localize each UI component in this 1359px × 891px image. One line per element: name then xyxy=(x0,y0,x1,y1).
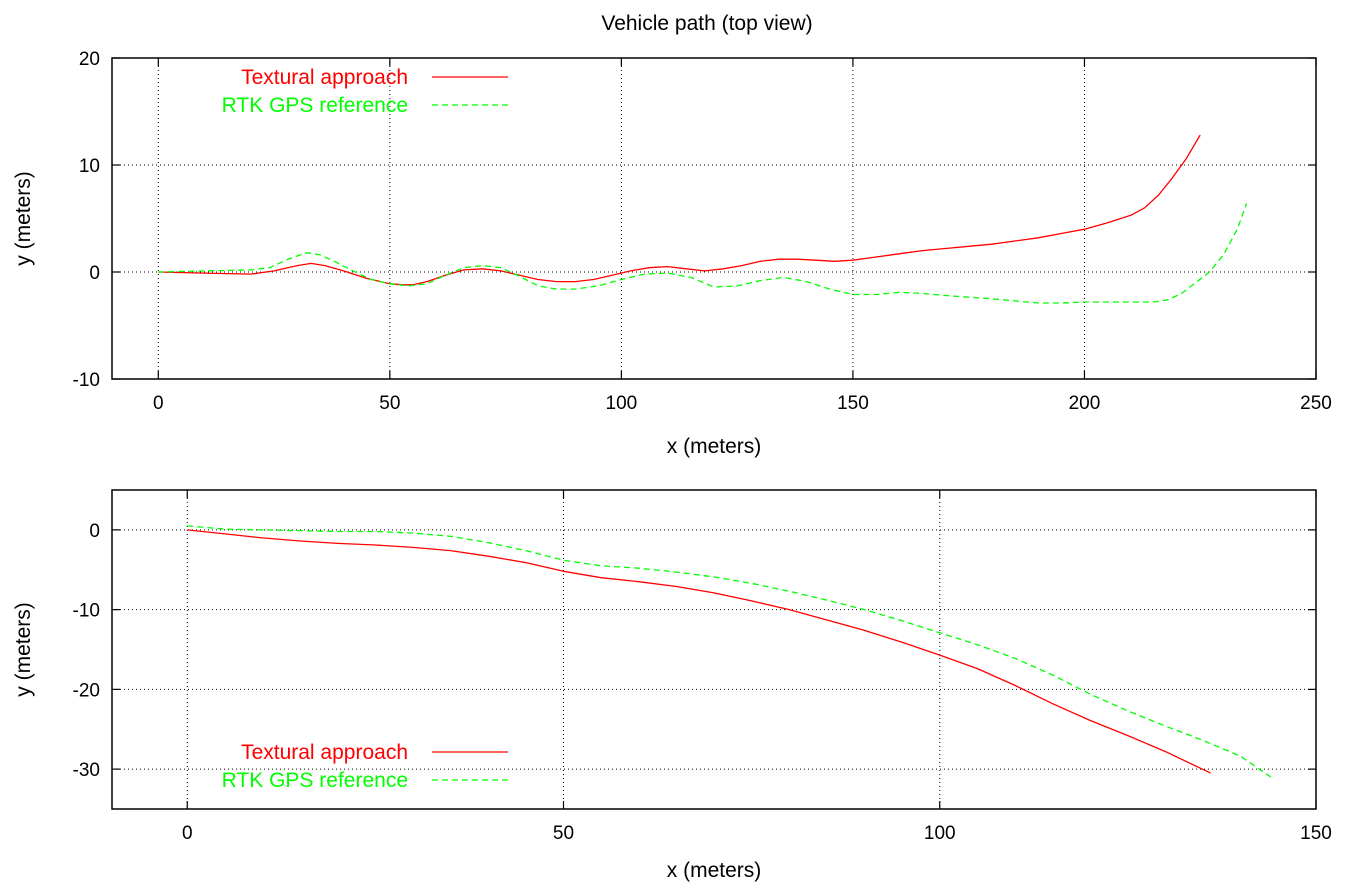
top-y-axis-title: y (meters) xyxy=(12,171,35,266)
bottom-xtick-label: 150 xyxy=(1300,823,1332,844)
top-ytick-label: 20 xyxy=(79,49,100,70)
top-xtick-label: 250 xyxy=(1300,393,1332,414)
bottom-xtick-label: 100 xyxy=(924,823,956,844)
bottom-ytick-label: -30 xyxy=(73,760,100,781)
top-ytick-label: 10 xyxy=(79,156,100,177)
bottom-xtick-label: 0 xyxy=(182,823,193,844)
top-ytick-label: -10 xyxy=(73,370,100,391)
top-xtick-label: 0 xyxy=(153,393,164,414)
bottom-ytick-label: -10 xyxy=(73,601,100,622)
top-xtick-label: 200 xyxy=(1069,393,1101,414)
top-xtick-label: 50 xyxy=(379,393,400,414)
bottom-series-line-rtk-gps-reference xyxy=(187,525,1272,778)
bottom-chart: 0 50 100 150 -30 -20 -10 0 x (meters) y (meters) T… xyxy=(12,489,1332,882)
bottom-x-axis-title: x (meters) xyxy=(667,859,762,882)
figure-title: Vehicle path (top view) xyxy=(601,12,812,35)
top-legend-label: RTK GPS reference xyxy=(222,94,408,117)
top-series-line-textural-approach xyxy=(158,134,1201,286)
bottom-legend-label: Textural approach xyxy=(241,741,408,764)
bottom-series-line-textural-approach xyxy=(187,529,1211,774)
bottom-xtick-label: 50 xyxy=(553,823,574,844)
top-x-axis-title: x (meters) xyxy=(667,435,762,458)
top-xtick-label: 150 xyxy=(837,393,869,414)
top-legend-label: Textural approach xyxy=(241,66,408,89)
top-xtick-label: 100 xyxy=(606,393,638,414)
top-chart: 0 50 100 150 200 250 -10 0 10 20 x (meters) y (mete… xyxy=(12,49,1332,458)
bottom-ytick-label: -20 xyxy=(73,680,100,701)
top-plot-frame xyxy=(111,57,1317,380)
bottom-ytick-label: 0 xyxy=(89,521,100,542)
bottom-legend-label: RTK GPS reference xyxy=(222,769,408,792)
bottom-y-axis-title: y (meters) xyxy=(12,602,35,697)
bottom-plot-frame xyxy=(111,489,1317,810)
top-ytick-label: 0 xyxy=(89,263,100,284)
top-series-line-rtk-gps-reference xyxy=(158,203,1248,304)
